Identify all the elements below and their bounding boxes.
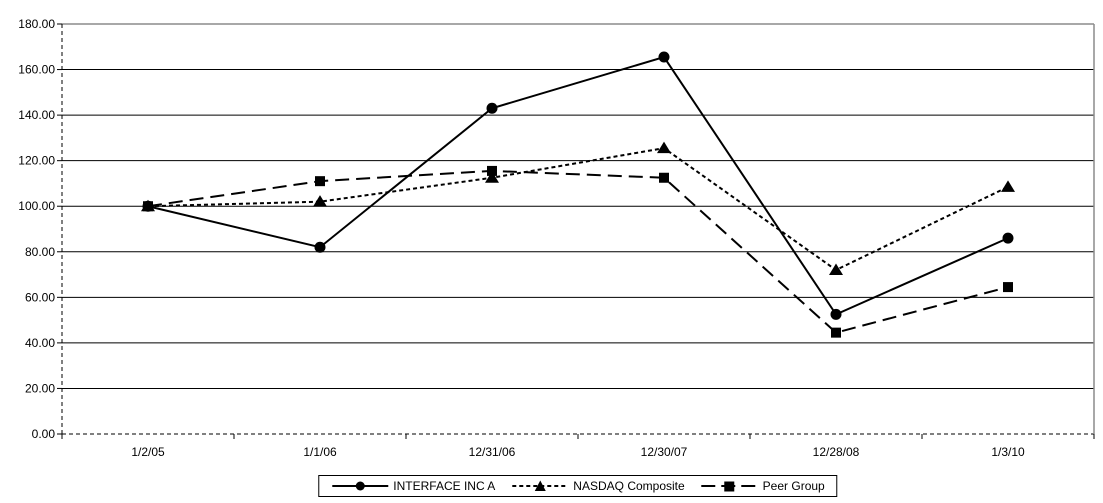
x-tick-label: 12/30/07	[641, 445, 688, 459]
legend-swatch-dashed-triangle-icon	[512, 480, 569, 491]
marker-circle-interface-inc-a	[658, 51, 670, 63]
x-tick-label: 1/3/10	[991, 445, 1025, 459]
marker-square-peer-group	[487, 165, 497, 176]
marker-triangle-nasdaq-composite	[1001, 180, 1015, 192]
series-line-nasdaq-composite	[147, 147, 1009, 272]
legend-swatch-longdash-square-icon	[701, 481, 758, 492]
legend: INTERFACE INC A NASDAQ Composite Peer Gr…	[318, 475, 838, 497]
legend-item-peer-group: Peer Group	[701, 479, 825, 493]
marker-circle-interface-inc-a	[142, 200, 154, 212]
marker-triangle-nasdaq-composite	[829, 263, 843, 275]
marker-triangle-nasdaq-composite	[485, 171, 499, 183]
y-tick-label: 120.00	[18, 154, 55, 168]
legend-item-nasdaq-composite: NASDAQ Composite	[511, 479, 685, 493]
y-tick-label: 60.00	[25, 290, 55, 304]
y-tick-label: 100.00	[18, 199, 55, 213]
y-tick-label: 80.00	[25, 245, 55, 259]
y-tick-label: 140.00	[18, 108, 55, 122]
y-tick-label: 20.00	[25, 381, 55, 395]
y-tick-label: 160.00	[18, 63, 55, 77]
marker-square-peer-group	[831, 327, 841, 338]
marker-square-peer-group	[659, 172, 669, 183]
marker-circle-interface-inc-a	[1002, 232, 1014, 244]
y-tick-label: 180.00	[18, 17, 55, 31]
marker-triangle-nasdaq-composite	[313, 195, 327, 207]
series-line-interface-inc-a	[147, 55, 1009, 316]
y-tick-label: 40.00	[25, 336, 55, 350]
legend-label: NASDAQ Composite	[573, 479, 685, 493]
series-line-peer-group	[147, 169, 1009, 334]
marker-square-peer-group	[1003, 282, 1013, 293]
marker-circle-interface-inc-a	[486, 102, 498, 114]
marker-triangle-nasdaq-composite	[657, 141, 671, 154]
legend-label: Peer Group	[762, 479, 825, 493]
x-tick-label: 1/1/06	[303, 445, 337, 459]
x-tick-label: 12/31/06	[469, 445, 516, 459]
legend-label: INTERFACE INC A	[393, 479, 496, 493]
marker-square-peer-group	[315, 176, 325, 187]
legend-swatch-solid-circle-icon	[332, 481, 389, 491]
marker-circle-interface-inc-a	[314, 241, 326, 253]
marker-circle-interface-inc-a	[830, 308, 842, 320]
y-tick-label: 0.00	[32, 427, 56, 441]
legend-item-interface-inc-a: INTERFACE INC A	[331, 479, 495, 493]
x-tick-label: 12/28/08	[813, 445, 860, 459]
x-tick-label: 1/2/05	[131, 445, 165, 459]
